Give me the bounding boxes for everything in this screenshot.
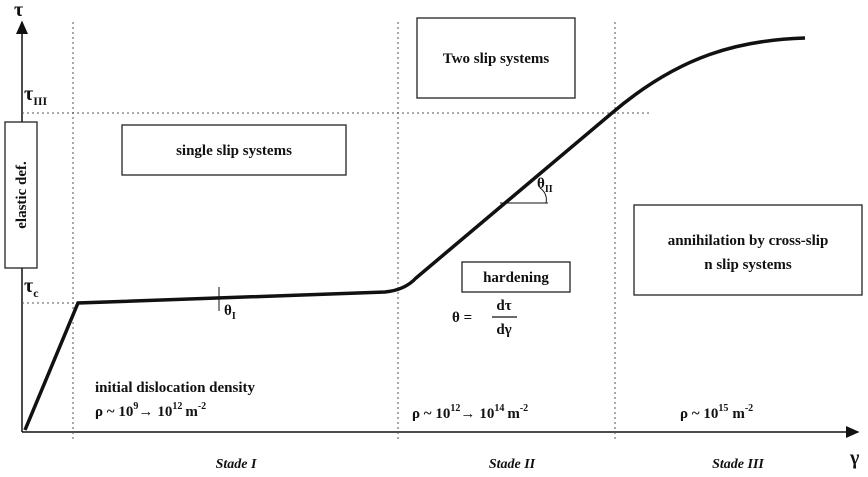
stage-label: Stade II bbox=[489, 457, 536, 472]
single-slip-box bbox=[121, 124, 347, 176]
density-3: ρ ~ 1015 m-2 bbox=[680, 403, 753, 422]
elastic-box bbox=[4, 121, 38, 269]
x-axis-label: γ bbox=[849, 447, 860, 469]
y-axis-label: τ bbox=[14, 0, 23, 21]
theta-ii-label: θII bbox=[537, 176, 553, 195]
annihilation-box bbox=[633, 204, 863, 296]
angle-arc bbox=[539, 187, 547, 204]
hardening-label: hardening bbox=[483, 270, 549, 286]
annihilation-label: n slip systems bbox=[704, 257, 792, 273]
hardening-box bbox=[461, 261, 571, 293]
density-2: ρ ~ 1012→ 1014 m-2 bbox=[412, 403, 528, 422]
elastic-label: elastic def. bbox=[14, 161, 30, 229]
stage-label: Stade I bbox=[216, 457, 257, 472]
stress-strain-curve bbox=[23, 36, 806, 431]
theta-i-label: θI bbox=[224, 303, 236, 322]
annihilation-label: annihilation by cross-slip bbox=[668, 233, 829, 249]
stage-label: Stade III bbox=[712, 457, 764, 472]
tau-iii-label: τIII bbox=[24, 83, 48, 108]
two-slip-label: Two slip systems bbox=[443, 51, 550, 67]
initial-density-label: initial dislocation density bbox=[95, 380, 256, 396]
tau-c-label: τc bbox=[24, 275, 39, 300]
formula-numerator: dτ bbox=[496, 298, 511, 314]
single-slip-label: single slip systems bbox=[176, 143, 292, 159]
formula-denominator: dγ bbox=[496, 322, 511, 338]
density-1: ρ ~ 109→ 1012 m-2 bbox=[95, 401, 206, 420]
formula-lhs: θ = bbox=[452, 310, 472, 326]
two-slip-box bbox=[416, 17, 576, 99]
